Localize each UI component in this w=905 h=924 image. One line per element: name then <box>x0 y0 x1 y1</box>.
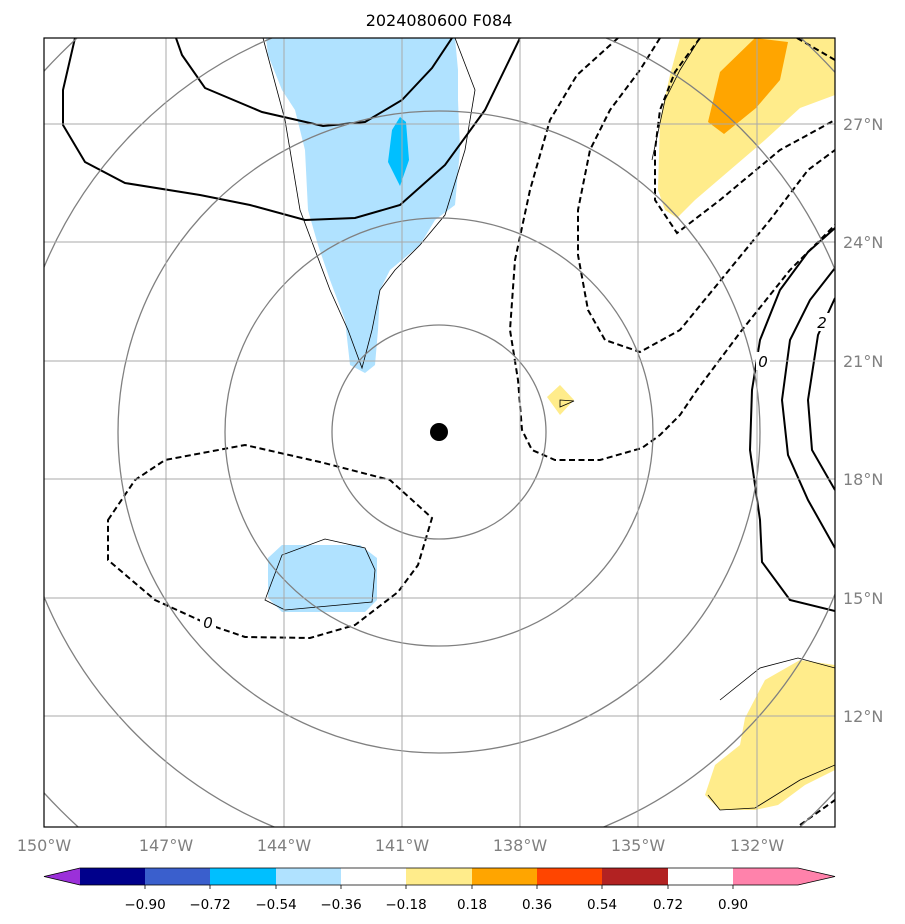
colorbar-segment <box>341 868 406 885</box>
colorbar-segment <box>406 868 472 885</box>
svg-text:150°W: 150°W <box>17 836 72 855</box>
svg-text:135°W: 135°W <box>611 836 666 855</box>
svg-text:15°N: 15°N <box>843 589 883 608</box>
contour-label: 0 <box>203 614 213 632</box>
svg-text:147°W: 147°W <box>139 836 194 855</box>
map-frame <box>43 37 836 828</box>
svg-text:144°W: 144°W <box>257 836 312 855</box>
svg-text:132°W: 132°W <box>730 836 785 855</box>
svg-text:−0.72: −0.72 <box>189 897 230 913</box>
svg-text:12°N: 12°N <box>843 707 883 726</box>
contour-label: 0 <box>758 353 768 371</box>
colorbar <box>43 867 836 889</box>
svg-text:0.36: 0.36 <box>522 897 552 913</box>
svg-text:0.72: 0.72 <box>653 897 683 913</box>
colorbar-outline <box>43 867 836 886</box>
svg-text:138°W: 138°W <box>493 836 548 855</box>
svg-text:0.18: 0.18 <box>457 897 487 913</box>
colorbar-extend-low <box>44 868 80 885</box>
svg-text:−0.54: −0.54 <box>255 897 296 913</box>
colorbar-tick-labels: −0.90 −0.72 −0.54 −0.36 −0.18 0.18 0.36 … <box>124 897 748 913</box>
colorbar-segment <box>276 868 341 885</box>
svg-text:−0.18: −0.18 <box>385 897 426 913</box>
latitude-labels: 27°N 24°N 21°N 18°N 15°N 12°N <box>843 115 883 726</box>
colorbar-segment <box>602 868 668 885</box>
thin-contours <box>262 38 835 811</box>
contour-label: 2 <box>817 314 827 332</box>
figure-title: 2024080600 F084 <box>366 11 513 30</box>
colorbar-segment <box>733 868 798 885</box>
svg-text:18°N: 18°N <box>843 470 883 489</box>
colorbar-extend-high <box>798 868 835 885</box>
colorbar-segment <box>472 868 537 885</box>
negative-shading <box>266 38 460 612</box>
colorbar-segment <box>210 868 276 885</box>
svg-text:−0.36: −0.36 <box>320 897 361 913</box>
svg-text:27°N: 27°N <box>843 115 883 134</box>
svg-text:24°N: 24°N <box>843 233 883 252</box>
storm-center-dot <box>430 423 448 441</box>
svg-text:−0.90: −0.90 <box>124 897 165 913</box>
svg-text:141°W: 141°W <box>375 836 430 855</box>
colorbar-segment <box>80 868 145 885</box>
svg-text:0.90: 0.90 <box>718 897 748 913</box>
svg-text:0.54: 0.54 <box>587 897 617 913</box>
positive-shading <box>547 38 835 810</box>
svg-text:21°N: 21°N <box>843 352 883 371</box>
longitude-labels: 150°W 147°W 144°W 141°W 138°W 135°W 132°… <box>17 836 785 855</box>
colorbar-segment <box>145 868 210 885</box>
gridlines <box>44 38 835 827</box>
colorbar-segment <box>537 868 602 885</box>
